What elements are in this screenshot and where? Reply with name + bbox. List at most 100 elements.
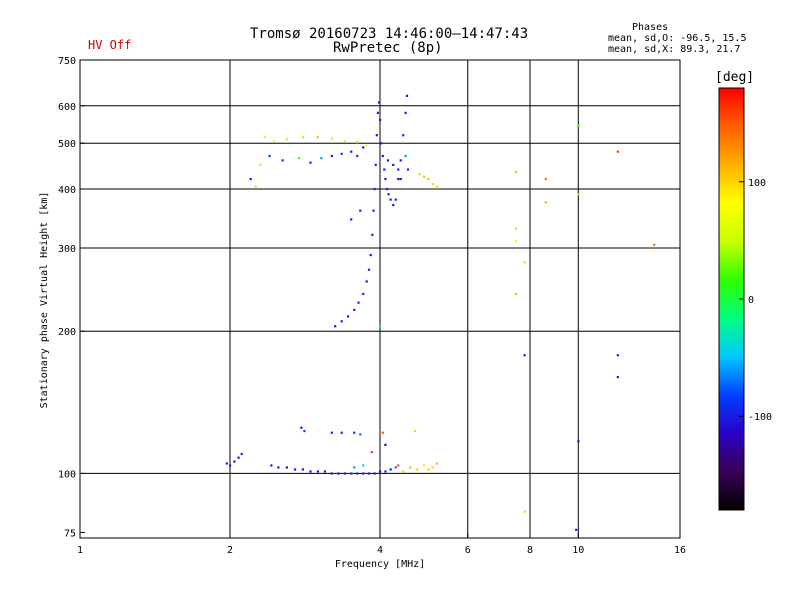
x-tick-label-1: 2 [227,545,233,556]
data-point-118 [544,201,547,204]
data-point-98 [297,157,301,160]
chart-title: Tromsø 20160723 14:46:00–14:47:43 [250,26,529,42]
data-point-29 [416,468,419,471]
data-point-42 [413,429,417,433]
data-point-83 [379,325,382,328]
data-point-38 [340,431,343,434]
data-point-10 [309,470,312,473]
data-point-28 [409,466,412,469]
data-point-3 [237,456,240,459]
data-point-36 [303,429,306,433]
data-point-47 [346,315,350,318]
data-point-122 [577,193,580,196]
data-point-7 [285,466,288,469]
data-point-6 [277,466,280,469]
data-point-18 [362,472,365,475]
x-axis-ticks: 1 2 4 6 8 10 16 [77,533,686,556]
data-point-50 [362,292,365,295]
x-tick-label-4: 8 [527,545,533,556]
data-point-48 [353,308,356,311]
data-point-4 [240,452,243,456]
data-point-11 [316,470,319,473]
y-tick-label-5: 500 [58,139,76,150]
data-point-21 [379,470,382,473]
data-point-12 [323,470,327,473]
data-point-49 [357,301,360,304]
data-point-119 [523,354,526,357]
data-point-31 [427,468,430,471]
data-point-20 [373,472,376,475]
data-point-112 [515,170,518,173]
data-point-84 [404,154,407,158]
data-point-60 [377,101,381,104]
data-point-39 [353,431,356,434]
y-tick-label-1: 100 [58,469,76,480]
data-point-62 [380,142,383,145]
data-point-79 [406,168,410,171]
y-tick-label-4: 400 [58,185,76,196]
data-point-95 [365,144,368,147]
data-point-54 [371,233,374,236]
data-point-89 [285,138,288,141]
data-point-51 [365,280,368,283]
data-point-55 [372,209,375,212]
x-tick-label-0: 1 [77,545,83,556]
data-point-70 [394,198,397,201]
data-point-37 [330,431,333,434]
data-point-107 [418,173,421,176]
data-point-105 [362,146,365,149]
data-point-24 [394,466,397,469]
data-point-8 [293,468,297,471]
y-tick-label-6: 600 [58,102,76,113]
colorbar-tick-label-2: -100 [748,412,772,423]
y-tick-label-7: 750 [58,56,76,67]
x-axis-label: Frequency [MHz] [335,559,425,570]
data-point-2 [233,460,236,463]
data-point-111 [435,185,438,188]
data-point-103 [350,150,353,153]
data-point-30 [422,464,426,467]
chart-subtitle: RwPretec (8p) [333,40,443,56]
x-tick-label-5: 10 [572,545,584,556]
data-point-17 [356,472,359,475]
data-point-109 [427,177,430,181]
data-point-43 [370,451,373,454]
data-point-46 [340,320,343,323]
data-point-23 [389,468,392,471]
data-point-68 [389,198,392,201]
data-point-53 [369,253,372,257]
data-point-44 [384,443,387,446]
data-point-101 [330,154,333,158]
data-point-0 [225,462,228,465]
data-point-41 [381,431,384,434]
data-point-1 [229,464,232,467]
data-point-102 [340,152,343,155]
x-tick-label-6: 16 [674,545,686,556]
phases-o-stats: mean, sd,O: -96.5, 15.5 [608,33,747,44]
data-point-35 [300,426,303,429]
data-point-73 [402,134,405,137]
data-point-74 [404,111,407,114]
data-point-116 [515,292,518,295]
data-points [225,94,656,531]
x-tick-label-2: 4 [377,545,383,556]
y-tick-label-0: 75 [64,528,76,539]
data-point-108 [422,175,426,178]
phases-header: Phases [632,22,669,33]
data-point-123 [616,150,619,153]
data-point-59 [376,111,380,114]
data-point-99 [309,161,312,164]
data-point-63 [381,154,384,158]
data-point-69 [392,203,395,207]
data-point-66 [385,187,389,191]
data-point-52 [367,268,371,271]
data-point-78 [397,168,400,171]
data-point-45 [334,325,337,328]
data-point-96 [268,154,271,158]
hv-status-label: HV Off [88,38,132,52]
data-point-77 [392,163,395,167]
data-point-65 [384,177,387,181]
data-point-92 [330,137,333,140]
data-point-71 [397,177,400,181]
